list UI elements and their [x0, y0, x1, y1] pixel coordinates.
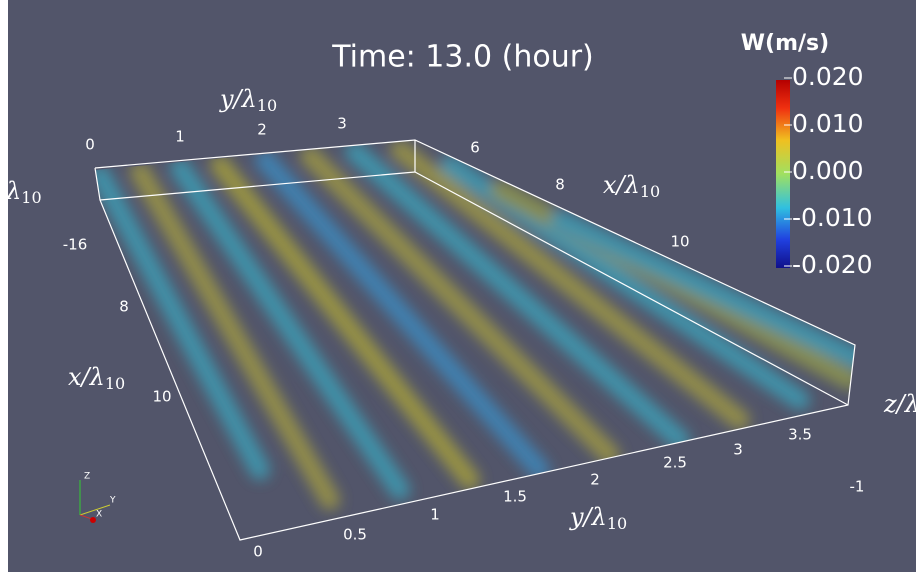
- axis-label-text: z/λ: [883, 390, 916, 418]
- tick-label: 8: [555, 176, 565, 194]
- axis-label-sub: 10: [640, 182, 660, 201]
- axis-label-sub: 10: [607, 514, 627, 533]
- colorbar-label: 0.000: [792, 156, 864, 185]
- colorbar-label: 0.020: [792, 62, 864, 91]
- tick-label: 2.5: [663, 454, 687, 472]
- tick-label: 6: [470, 139, 480, 157]
- triad-label: Y: [109, 496, 116, 506]
- tick-label: 1.5: [503, 488, 527, 506]
- axis-label-sub: 10: [21, 188, 41, 207]
- tick-label: 3: [337, 115, 347, 133]
- axis-label: x/λ10: [68, 363, 125, 393]
- colorbar-label: -0.010: [792, 203, 873, 232]
- axis-label-text: /λ: [0, 177, 21, 205]
- axis-label: x/λ10: [603, 171, 660, 201]
- tick-label: 1: [175, 128, 185, 146]
- tick-label: 3: [733, 441, 743, 459]
- tick-label: 0: [253, 543, 263, 561]
- tick-label: 3.5: [788, 426, 812, 444]
- axis-label: /λ10: [0, 177, 42, 207]
- title: Time: 13.0 (hour): [331, 40, 594, 75]
- colorbar: [776, 80, 790, 268]
- tick-label: 2: [590, 471, 600, 489]
- axis-label-text: x/λ: [603, 171, 640, 199]
- axis-label-sub: 10: [257, 96, 277, 115]
- bounding-box: [94, 139, 856, 541]
- colorbar-label: -0.020: [792, 250, 873, 279]
- triad-label: X: [96, 510, 102, 520]
- axis-triad: [79, 480, 111, 523]
- axis-label-text: y/λ: [569, 503, 607, 531]
- tick-label: 10: [152, 388, 171, 406]
- axis-label: y/λ10: [219, 85, 277, 115]
- axis-label: y/λ10: [569, 503, 627, 533]
- tick-label: 10: [670, 233, 689, 251]
- colorbar-label: 0.010: [792, 109, 864, 138]
- tick-label: 2: [257, 121, 267, 139]
- tick-label: -1: [850, 478, 865, 496]
- tick-label: 0: [85, 136, 95, 154]
- triad-label: Z: [84, 472, 90, 482]
- axis-label-sub: 10: [105, 374, 125, 393]
- tick-label: 1: [430, 506, 440, 524]
- axis-label: z/λ: [883, 390, 916, 418]
- tick-label: -16: [63, 236, 88, 254]
- tick-label: 8: [119, 298, 129, 316]
- colorbar-title: W(m/s): [741, 31, 829, 56]
- tick-label: 0.5: [343, 526, 367, 544]
- axis-label-text: y/λ: [219, 85, 257, 113]
- axis-label-text: x/λ: [68, 363, 105, 391]
